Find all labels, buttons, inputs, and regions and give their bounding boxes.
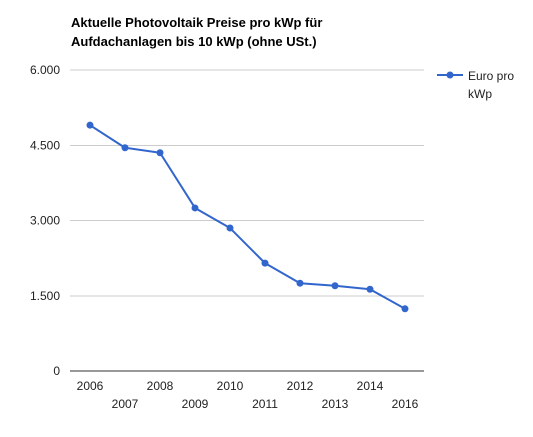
chart-title-line-1: Aktuelle Photovoltaik Preise pro kWp für — [71, 15, 322, 30]
x-tick-label: 2008 — [147, 379, 174, 393]
data-point — [156, 149, 164, 157]
y-axis-ticks: 0 1.500 3.000 4.500 6.000 — [30, 63, 60, 378]
y-tick-label: 6.000 — [30, 63, 60, 77]
data-point — [191, 204, 199, 212]
gridlines — [70, 69, 424, 372]
legend-label-line-2: kWp — [468, 87, 492, 101]
legend: Euro pro kWp — [437, 69, 514, 101]
y-tick-label: 0 — [53, 364, 60, 378]
x-tick-label: 2012 — [287, 379, 314, 393]
x-tick-label: 2013 — [322, 397, 349, 411]
x-tick-label: 2014 — [357, 379, 384, 393]
data-point — [331, 282, 339, 290]
data-point — [226, 224, 234, 232]
x-tick-label: 2006 — [77, 379, 104, 393]
data-point — [366, 285, 374, 293]
data-point — [296, 279, 304, 287]
series-euro-pro-kwp — [86, 121, 409, 313]
data-point — [121, 144, 129, 152]
x-tick-label: 2011 — [252, 397, 278, 411]
x-tick-label: 2016 — [392, 397, 419, 411]
y-tick-label: 4.500 — [30, 138, 60, 152]
y-tick-label: 3.000 — [30, 214, 60, 228]
data-point — [401, 305, 409, 313]
x-tick-label: 2009 — [182, 397, 209, 411]
data-point — [261, 259, 269, 267]
chart-title-line-2: Aufdachanlagen bis 10 kWp (ohne USt.) — [71, 34, 317, 49]
x-axis-ticks: 2006 2007 2008 2009 2010 2011 2012 2013 2014 2016 — [77, 379, 419, 411]
legend-label-line-1: Euro pro — [468, 69, 514, 83]
chart-title: Aktuelle Photovoltaik Preise pro kWp für… — [71, 15, 322, 49]
data-point — [86, 121, 94, 129]
x-tick-label: 2010 — [217, 379, 244, 393]
y-tick-label: 1.500 — [30, 289, 60, 303]
x-tick-label: 2007 — [112, 397, 139, 411]
series-line — [89, 124, 406, 310]
legend-swatch-marker — [446, 71, 454, 79]
